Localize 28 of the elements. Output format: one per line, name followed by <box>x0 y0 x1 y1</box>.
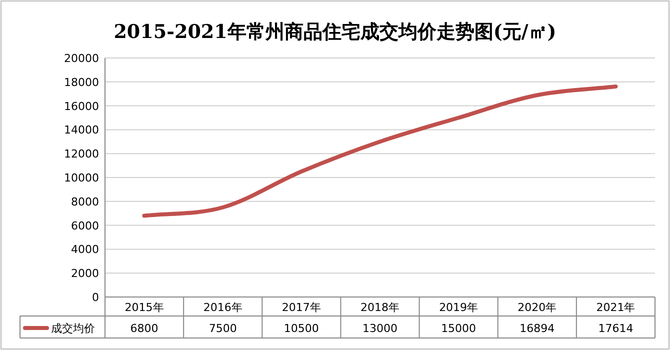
data-label: 7500 <box>208 322 237 335</box>
chart-title: 2015-2021年常州商品住宅成交均价走势图(元/㎡) <box>114 21 556 43</box>
y-tick-label: 14000 <box>64 124 99 137</box>
x-tick-label: 2017年 <box>282 301 321 314</box>
data-label: 6800 <box>130 322 158 335</box>
y-tick-label: 8000 <box>71 195 99 208</box>
data-label: 13000 <box>362 322 398 335</box>
y-tick-label: 10000 <box>64 172 99 184</box>
y-tick-label: 2000 <box>71 267 99 280</box>
data-label: 16894 <box>520 322 555 335</box>
y-tick-label: 6000 <box>71 219 99 232</box>
y-tick-label: 0 <box>92 291 99 304</box>
y-tick-label: 18000 <box>64 76 99 89</box>
data-label: 15000 <box>441 322 476 335</box>
x-tick-label: 2016年 <box>203 301 242 314</box>
data-label: 17614 <box>598 322 634 335</box>
y-tick-label: 12000 <box>64 148 99 161</box>
x-tick-label: 2018年 <box>360 301 400 314</box>
data-label: 10500 <box>284 322 319 335</box>
legend-label: 成交均价 <box>51 322 95 335</box>
x-tick-label: 2019年 <box>439 301 478 314</box>
y-tick-label: 20000 <box>64 52 99 65</box>
y-tick-label: 4000 <box>71 243 99 256</box>
x-tick-label: 2021年 <box>596 301 636 314</box>
x-tick-label: 2015年 <box>124 301 164 314</box>
line-series <box>142 84 618 218</box>
y-tick-label: 16000 <box>64 100 99 113</box>
x-tick-label: 2020年 <box>518 301 557 314</box>
